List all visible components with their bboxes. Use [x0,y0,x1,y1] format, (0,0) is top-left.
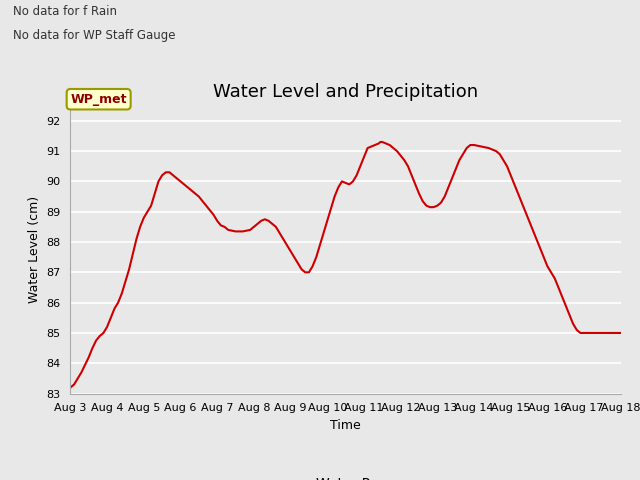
Legend: Water Pressure: Water Pressure [265,471,426,480]
Text: WP_met: WP_met [70,93,127,106]
Text: No data for f Rain: No data for f Rain [13,5,116,18]
X-axis label: Time: Time [330,419,361,432]
Title: Water Level and Precipitation: Water Level and Precipitation [213,83,478,101]
Text: No data for WP Staff Gauge: No data for WP Staff Gauge [13,29,175,42]
Y-axis label: Water Level (cm): Water Level (cm) [28,196,41,303]
